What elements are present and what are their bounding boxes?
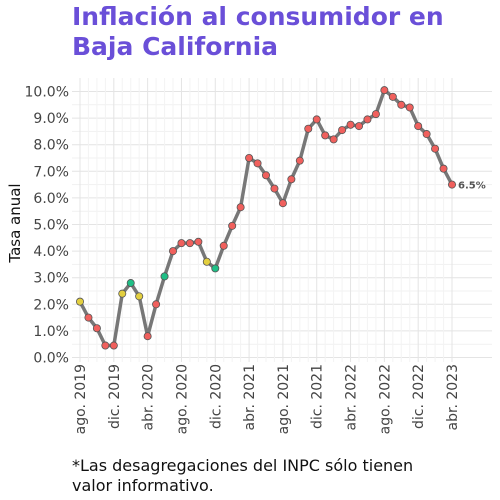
data-point: [92, 324, 101, 333]
x-tick-label: abr. 2020: [141, 364, 157, 430]
data-point: [304, 124, 313, 133]
data-point: [312, 115, 321, 124]
data-point: [194, 237, 203, 246]
data-point: [414, 122, 423, 131]
data-point: [143, 332, 152, 341]
data-point: [431, 144, 440, 153]
data-point: [405, 103, 414, 112]
data-point: [219, 241, 228, 250]
y-tick-label: 6.0%: [33, 191, 69, 207]
data-point: [245, 153, 254, 162]
y-tick-label: 3.0%: [33, 271, 69, 287]
data-point: [168, 247, 177, 256]
data-point: [422, 130, 431, 139]
data-point: [447, 180, 456, 189]
x-tick-label: abr. 2021: [242, 364, 258, 430]
y-tick-label: 1.0%: [33, 324, 69, 340]
chart-title-line-1: Inflación al consumidor en: [72, 2, 444, 31]
x-tick-label: dic. 2022: [411, 364, 427, 429]
data-point: [329, 135, 338, 144]
data-point: [321, 131, 330, 140]
data-point: [118, 289, 127, 298]
data-point: [126, 279, 135, 288]
data-point: [388, 92, 397, 101]
data-point: [135, 292, 144, 301]
data-point: [295, 156, 304, 165]
grid-lines: [72, 78, 492, 362]
y-tick-label: 10.0%: [25, 85, 69, 101]
data-point: [228, 221, 237, 230]
data-point: [371, 110, 380, 119]
data-point: [211, 264, 220, 273]
data-point: [185, 239, 194, 248]
x-tick-label: ago. 2022: [377, 364, 393, 434]
data-point: [177, 239, 186, 248]
y-tick-label: 9.0%: [33, 111, 69, 127]
y-tick-label: 0.0%: [33, 351, 69, 367]
x-tick-label: dic. 2019: [107, 364, 123, 429]
data-point: [152, 300, 161, 309]
data-point: [338, 126, 347, 135]
data-point: [101, 341, 110, 350]
data-point: [346, 120, 355, 129]
data-point: [84, 313, 93, 322]
data-point: [270, 184, 279, 193]
data-point: [278, 199, 287, 208]
y-tick-labels: 0.0% 1.0% 2.0% 3.0% 4.0% 5.0% 6.0% 7.0% 8.0% 9.0%…: [25, 85, 69, 367]
y-tick-label: 2.0%: [33, 297, 69, 313]
data-point: [160, 272, 169, 281]
data-point: [363, 115, 372, 124]
x-tick-label: ago. 2019: [73, 364, 89, 434]
x-tick-label: dic. 2020: [208, 364, 224, 429]
x-tick-label: ago. 2020: [174, 364, 190, 434]
data-point: [397, 100, 406, 109]
footnote-line-2: valor informativo.: [72, 476, 214, 495]
data-point: [380, 86, 389, 95]
data-point: [261, 171, 270, 180]
chart-title: Inflación al consumidor en Baja Californ…: [72, 2, 492, 62]
data-point: [76, 297, 85, 306]
data-point: [439, 164, 448, 173]
x-tick-label: dic. 2021: [310, 364, 326, 429]
data-point: [287, 175, 296, 184]
x-tick-label: abr. 2023: [445, 364, 461, 430]
footnote: *Las desagregaciones del INPC sólo tiene…: [72, 456, 492, 496]
y-tick-label: 4.0%: [33, 244, 69, 260]
end-value-label: 6.5%: [458, 181, 486, 192]
data-point: [354, 122, 363, 131]
chart-title-line-2: Baja California: [72, 32, 279, 61]
footnote-line-1: *Las desagregaciones del INPC sólo tiene…: [72, 456, 414, 475]
x-tick-label: ago. 2021: [276, 364, 292, 434]
y-tick-label: 8.0%: [33, 138, 69, 154]
data-point: [236, 203, 245, 212]
data-point: [253, 159, 262, 168]
data-point: [202, 257, 211, 266]
y-tick-label: 5.0%: [33, 218, 69, 234]
data-points: [76, 86, 456, 350]
x-tick-labels: ago. 2019 dic. 2019 abr. 2020 ago. 2020 dic.…: [73, 364, 461, 434]
data-point: [109, 341, 118, 350]
y-tick-label: 7.0%: [33, 164, 69, 180]
x-tick-label: abr. 2022: [344, 364, 360, 430]
